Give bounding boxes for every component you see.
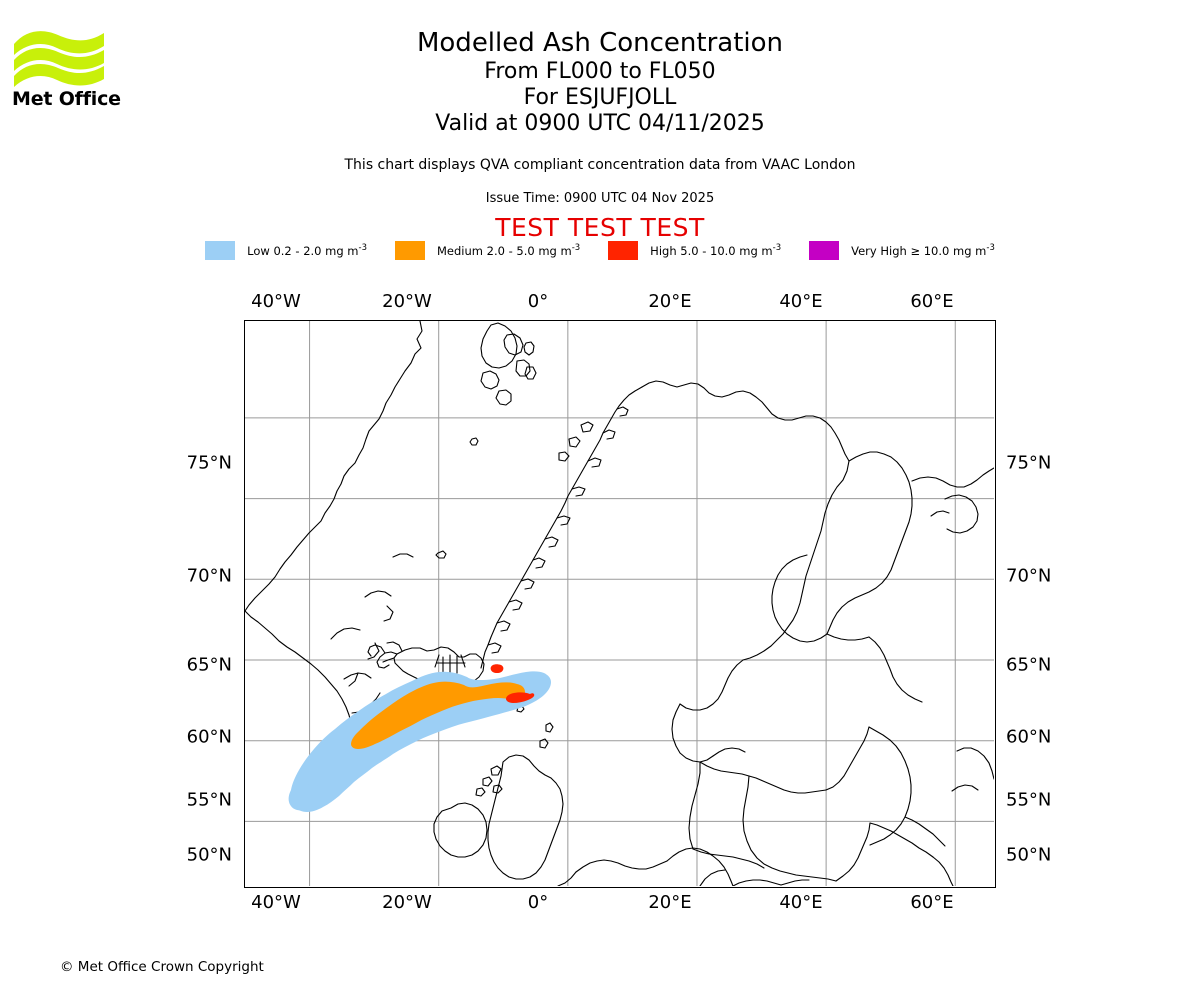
lat-label-left-75n: 75°N [186,452,232,474]
lat-label-left-60n: 60°N [186,726,232,748]
legend-item-medium: Medium 2.0 - 5.0 mg m-3 [394,241,581,260]
map-plot-area [244,320,996,888]
logo-text: Met Office [12,88,121,110]
met-office-logo [12,22,122,112]
lat-label-left-65n: 65°N [186,654,232,676]
lat-label-right-65n: 65°N [1006,654,1052,676]
lon-label-bottom-20w: 20°W [382,892,432,913]
lon-label-top-40e: 40°E [779,291,823,312]
lon-label-top-0: 0° [527,291,549,312]
lon-label-bottom-0: 0° [527,892,549,913]
legend-label-high: High 5.0 - 10.0 mg m-3 [650,243,782,258]
legend-label-low: Low 0.2 - 2.0 mg m-3 [247,243,367,258]
legend-swatch-medium [394,241,425,260]
issue-time: Issue Time: 0900 UTC 04 Nov 2025 [485,191,715,206]
plume-high [490,664,504,673]
lat-label-right-75n: 75°N [1006,452,1052,474]
legend-item-low: Low 0.2 - 2.0 mg m-3 [205,241,367,260]
qva-note: This chart displays QVA compliant concen… [344,157,856,173]
concentration-legend: Low 0.2 - 2.0 mg m-3 Medium 2.0 - 5.0 mg… [0,241,1200,260]
plume-low-tail [288,784,325,811]
lon-label-bottom-40e: 40°E [779,892,823,913]
title-block: Modelled Ash Concentration From FL000 to… [0,28,1200,137]
page-title: Modelled Ash Concentration [416,28,784,58]
lon-label-bottom-40w: 40°W [251,892,301,913]
flight-level-subtitle: From FL000 to FL050 [484,59,716,84]
plume-medium [351,681,525,749]
lon-label-top-60e: 60°E [910,291,954,312]
lat-label-left-55n: 55°N [186,789,232,811]
plume-low [290,671,551,812]
lon-label-bottom-20e: 20°E [648,892,692,913]
lat-label-right-70n: 70°N [1006,565,1052,587]
volcano-subtitle: For ESJUFJOLL [523,85,677,110]
test-banner: TEST TEST TEST [495,213,705,242]
legend-label-medium: Medium 2.0 - 5.0 mg m-3 [436,243,581,258]
legend-swatch-low [205,241,236,260]
legend-label-very-high: Very High ≥ 10.0 mg m-3 [851,243,995,258]
legend-swatch-very-high [809,241,840,260]
lat-label-left-70n: 70°N [186,565,232,587]
lat-label-left-50n: 50°N [186,844,232,866]
legend-item-high: High 5.0 - 10.0 mg m-3 [608,241,781,260]
copyright-notice: © Met Office Crown Copyright [60,959,264,975]
lat-label-right-50n: 50°N [1006,844,1052,866]
lat-label-right-60n: 60°N [1006,726,1052,748]
lon-label-top-20w: 20°W [382,291,432,312]
legend-item-very-high: Very High ≥ 10.0 mg m-3 [809,241,995,260]
legend-swatch-high [608,241,639,260]
lon-label-top-40w: 40°W [251,291,301,312]
ash-concentration-map: 40°W 20°W 0° 20°E 40°E 60°E 40°W 20°W 0°… [187,291,1052,913]
lat-label-right-55n: 55°N [1006,789,1052,811]
plume-high-2 [506,692,535,703]
lon-label-top-20e: 20°E [648,291,692,312]
valid-time-subtitle: Valid at 0900 UTC 04/11/2025 [435,111,765,136]
lon-label-bottom-60e: 60°E [910,892,954,913]
